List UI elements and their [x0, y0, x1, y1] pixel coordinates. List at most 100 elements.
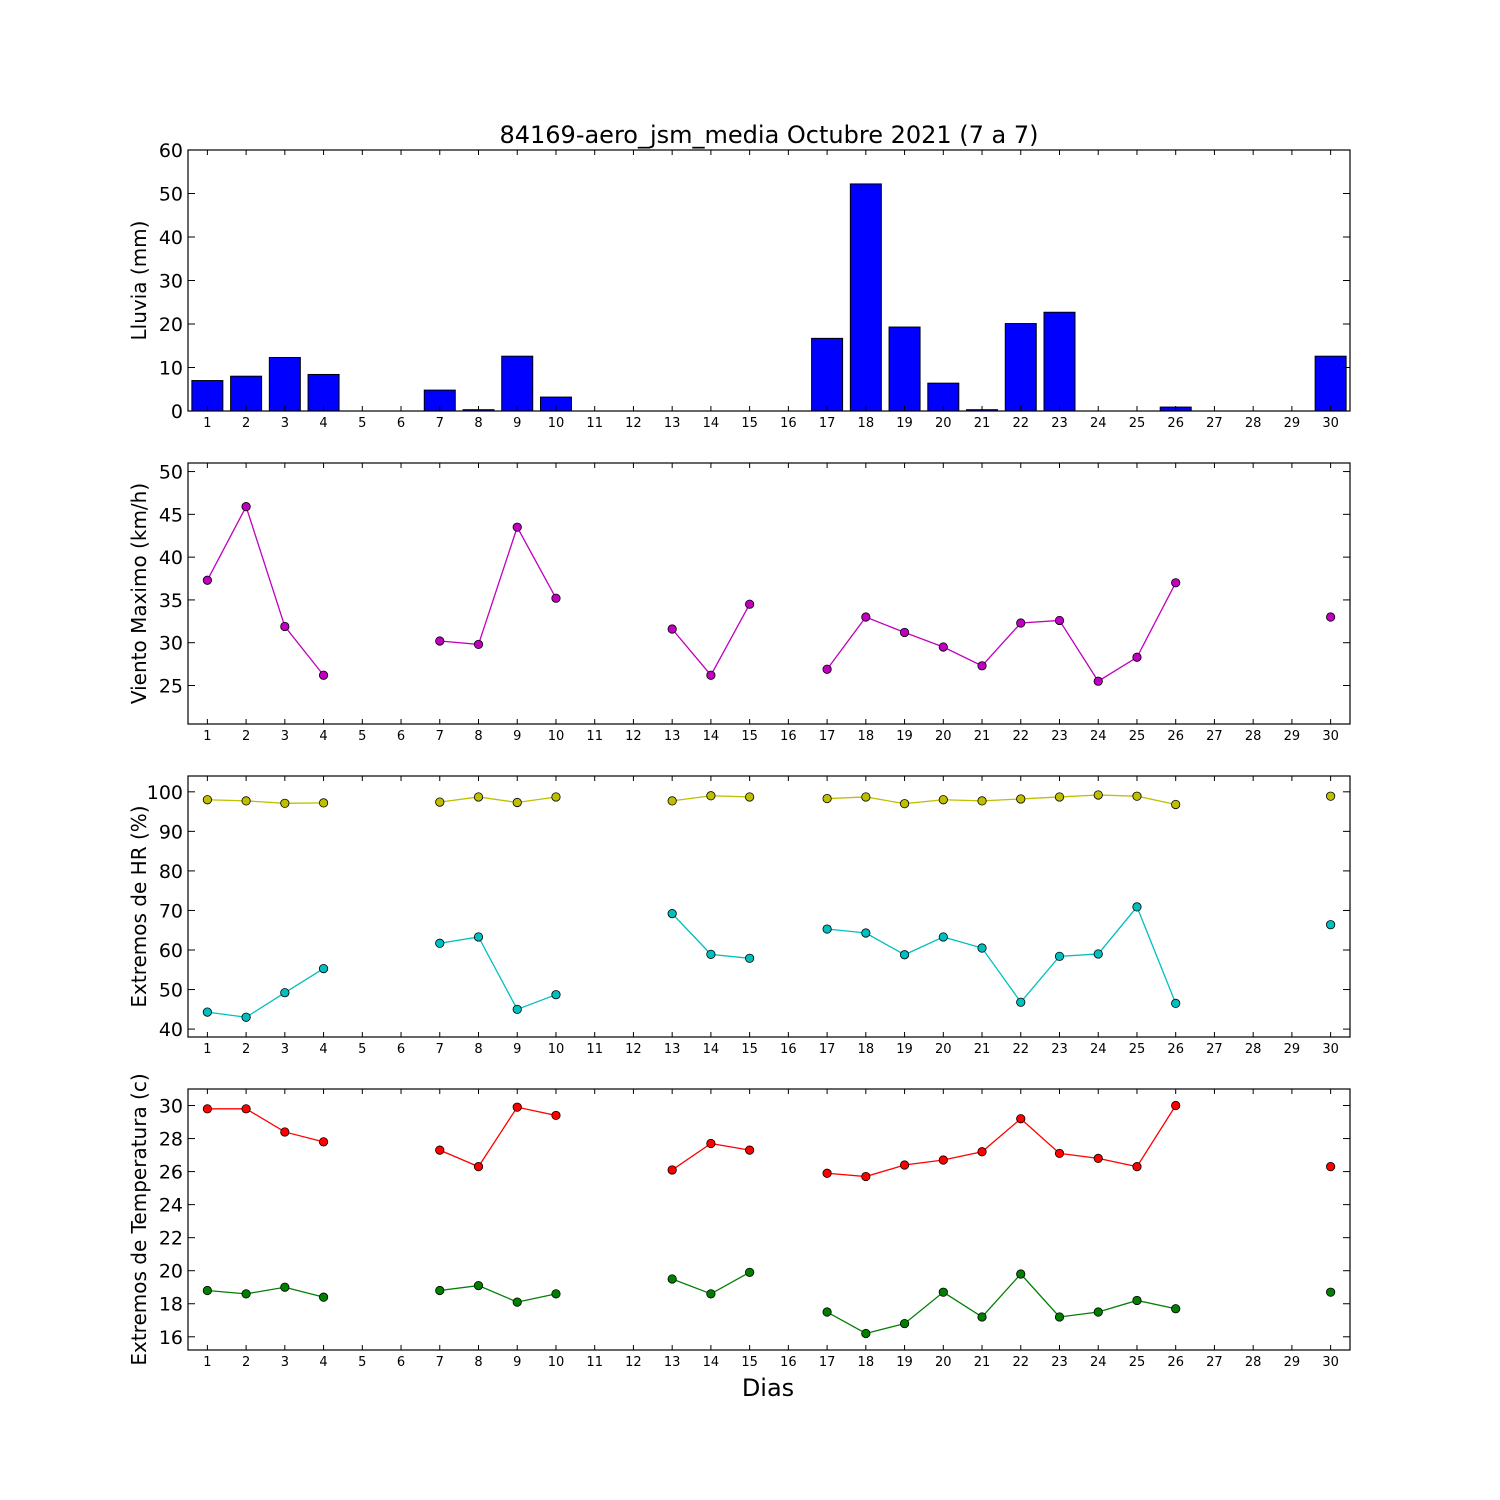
x-tick-label: 27	[1206, 729, 1223, 744]
y-tick-label: 28	[159, 1129, 183, 1151]
bar-day-19	[888, 326, 921, 412]
series-1-point-day-15	[745, 599, 755, 609]
y-axis-label: Extremos de Temperatura (c)	[127, 1073, 151, 1365]
series-1-point-day-14	[706, 1138, 716, 1149]
series-2-point-day-30	[1326, 920, 1336, 930]
x-tick-label: 8	[474, 1355, 482, 1370]
x-tick-label: 9	[513, 729, 521, 744]
series-2-point-day-26	[1171, 998, 1181, 1008]
x-tick-label: 28	[1245, 416, 1262, 431]
x-tick-label: 8	[474, 729, 482, 744]
y-tick-label: 45	[159, 504, 183, 526]
series-1-point-day-24	[1093, 1153, 1103, 1163]
panel-1-frame	[187, 149, 1351, 412]
x-tick-label: 6	[397, 729, 405, 744]
series-2-point-day-18	[861, 928, 871, 938]
x-tick-label: 29	[1284, 1042, 1301, 1057]
series-1-point-day-17	[822, 664, 832, 674]
series-1-point-day-9	[512, 1102, 522, 1112]
x-tick-label: 17	[819, 1355, 836, 1370]
x-tick-label: 21	[974, 1355, 991, 1370]
series-1-point-day-9	[512, 522, 522, 532]
series-1-point-day-22	[1016, 618, 1026, 628]
series-1-point-day-2	[241, 796, 251, 806]
series-1-point-day-23	[1054, 1148, 1065, 1159]
series-1-point-day-4	[318, 1137, 329, 1147]
x-tick-label: 11	[586, 1355, 603, 1370]
y-tick-label: 40	[159, 547, 183, 569]
x-tick-label: 28	[1245, 729, 1262, 744]
series-2-point-day-4	[318, 1292, 329, 1302]
series-1-point-day-19	[899, 799, 910, 809]
x-tick-label: 6	[397, 1355, 405, 1370]
x-tick-label: 5	[358, 416, 366, 431]
series-2-point-day-3	[280, 988, 290, 998]
series-2-point-day-4	[318, 963, 329, 974]
series-2-point-day-22	[1016, 1269, 1026, 1279]
x-tick-label: 25	[1129, 1355, 1146, 1370]
series-1-point-day-14	[706, 670, 716, 680]
series-2-point-day-20	[938, 1287, 948, 1297]
y-tick-label: 35	[159, 590, 183, 612]
x-tick-label: 10	[548, 1355, 565, 1370]
x-tick-label: 18	[858, 729, 875, 744]
series-1-point-day-14	[706, 791, 716, 801]
series-1-point-day-17	[822, 1168, 832, 1178]
series-1-point-day-26	[1171, 799, 1181, 810]
x-tick-label: 24	[1090, 729, 1107, 744]
x-tick-label: 2	[242, 1355, 250, 1370]
series-2-point-day-20	[938, 932, 948, 942]
series-2-point-day-17	[822, 924, 832, 934]
y-tick-label: 30	[159, 1096, 183, 1118]
series-2-point-day-21	[977, 943, 987, 953]
series-1-point-day-13	[667, 796, 677, 806]
series-2-line-segment-4	[827, 905, 1177, 1004]
series-1-point-day-18	[861, 792, 871, 802]
series-1-point-day-21	[977, 661, 987, 671]
series-1-point-day-2	[241, 1104, 251, 1114]
series-1-point-day-4	[318, 798, 329, 808]
series-2-point-day-24	[1093, 1307, 1103, 1317]
series-1-point-day-8	[473, 792, 484, 802]
series-2-point-day-22	[1016, 997, 1026, 1007]
x-tick-label: 10	[548, 416, 565, 431]
x-tick-label: 11	[586, 729, 603, 744]
series-2-point-day-26	[1171, 1304, 1181, 1314]
series-1-point-day-15	[745, 792, 755, 802]
x-tick-label: 26	[1167, 1355, 1184, 1370]
x-tick-label: 13	[664, 729, 681, 744]
series-1-line-segment-1	[206, 504, 325, 676]
y-tick-label: 30	[159, 633, 183, 655]
x-tick-label: 20	[935, 729, 952, 744]
x-tick-label: 22	[1012, 416, 1029, 431]
series-1-point-day-23	[1054, 615, 1065, 626]
y-tick-label: 24	[159, 1195, 183, 1217]
series-2-line-segment-4	[826, 1273, 1176, 1335]
y-tick-label: 60	[159, 940, 183, 962]
x-tick-label: 1	[203, 1042, 211, 1057]
y-axis-label: Viento Maximo (km/h)	[127, 483, 151, 704]
y-tick-label: 50	[159, 462, 183, 484]
series-1-point-day-26	[1171, 1100, 1181, 1111]
series-1-point-day-23	[1054, 792, 1065, 802]
x-tick-label: 17	[819, 416, 836, 431]
x-tick-label: 29	[1284, 416, 1301, 431]
y-tick-label: 18	[159, 1294, 183, 1316]
x-tick-label: 24	[1090, 416, 1107, 431]
series-1-point-day-7	[435, 1145, 445, 1155]
series-2-point-day-13	[667, 909, 677, 919]
x-tick-label: 18	[858, 1042, 875, 1057]
x-tick-label: 7	[436, 416, 444, 431]
series-2-point-day-9	[512, 1004, 522, 1014]
series-2-point-day-19	[899, 1318, 910, 1329]
x-tick-label: 15	[741, 729, 758, 744]
x-tick-label: 27	[1206, 416, 1223, 431]
series-1-line-segment-4	[827, 794, 1176, 806]
x-tick-label: 12	[625, 416, 642, 431]
x-tick-label: 5	[358, 729, 366, 744]
